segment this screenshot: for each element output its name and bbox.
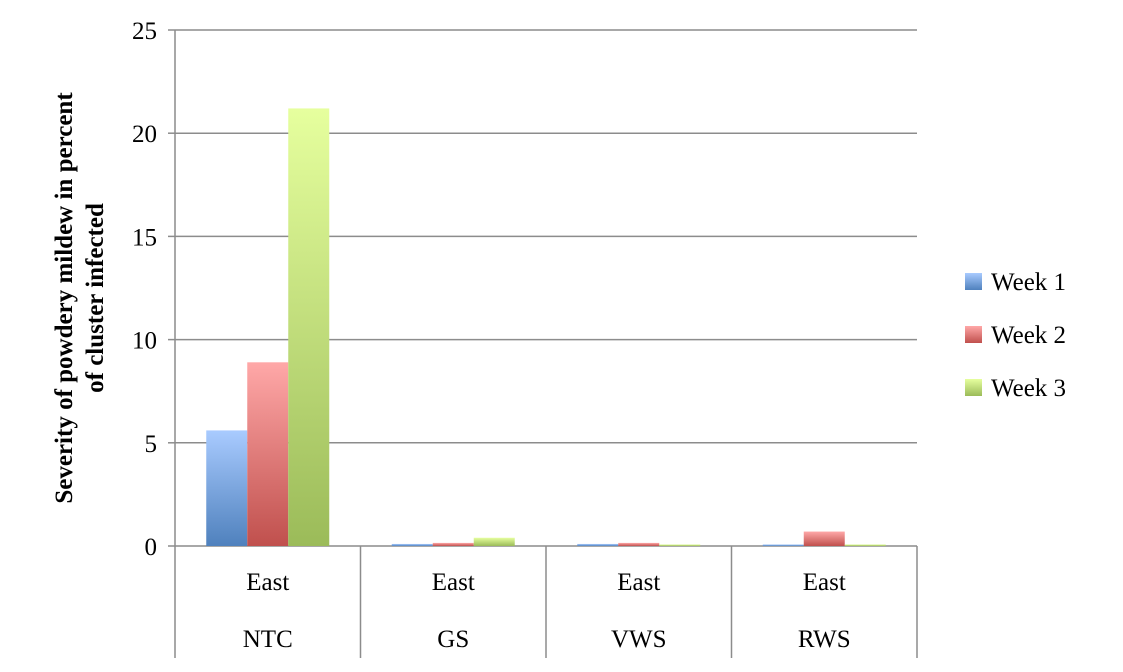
legend-swatch xyxy=(965,326,982,343)
y-tick-label: 20 xyxy=(132,121,157,148)
legend: Week 1 Week 2 Week 3 xyxy=(965,269,1066,402)
bar-week-1-rws xyxy=(762,544,804,546)
bar-week-2-gs xyxy=(432,542,474,546)
bar-week-1-vws xyxy=(577,543,619,546)
bars xyxy=(206,108,886,546)
y-tick-label: 5 xyxy=(145,431,158,458)
x-category-label-bottom: NTC xyxy=(243,626,293,653)
bar-week-2-ntc xyxy=(247,362,289,546)
y-tick-label: 15 xyxy=(132,224,157,251)
x-category-label-bottom: RWS xyxy=(798,626,851,653)
x-category-label-bottom: GS xyxy=(437,626,469,653)
axes xyxy=(168,29,918,658)
y-tick-label: 10 xyxy=(132,328,157,355)
bar-week-2-rws xyxy=(803,531,845,546)
y-axis-label-line-2: of cluster infected xyxy=(82,203,109,393)
y-tick-label: 0 xyxy=(145,534,158,561)
bar-week-3-vws xyxy=(659,544,701,546)
bar-week-1-gs xyxy=(391,543,433,546)
x-category-label-top: East xyxy=(803,569,846,596)
legend-swatch xyxy=(965,273,982,290)
y-tick-label: 25 xyxy=(132,18,157,45)
x-category-label-top: East xyxy=(617,569,660,596)
x-category-label-bottom: VWS xyxy=(611,626,667,653)
x-category-label-top: East xyxy=(432,569,475,596)
labels: 0 5 10 15 20 25 East NTC East GS East VWS East RWS xyxy=(132,18,851,653)
legend-label: Week 3 xyxy=(991,375,1066,402)
legend-label: Week 1 xyxy=(991,269,1066,296)
bar-week-3-rws xyxy=(844,544,886,546)
bar-week-3-gs xyxy=(473,537,515,546)
legend-swatch xyxy=(965,379,982,396)
bar-week-1-ntc xyxy=(206,430,248,546)
bar-week-3-ntc xyxy=(288,108,330,546)
x-category-label-top: East xyxy=(246,569,289,596)
bar-week-2-vws xyxy=(618,542,660,546)
y-axis-label-line-1: Severity of powdery mildew in percent xyxy=(51,92,78,504)
legend-label: Week 2 xyxy=(991,322,1066,349)
